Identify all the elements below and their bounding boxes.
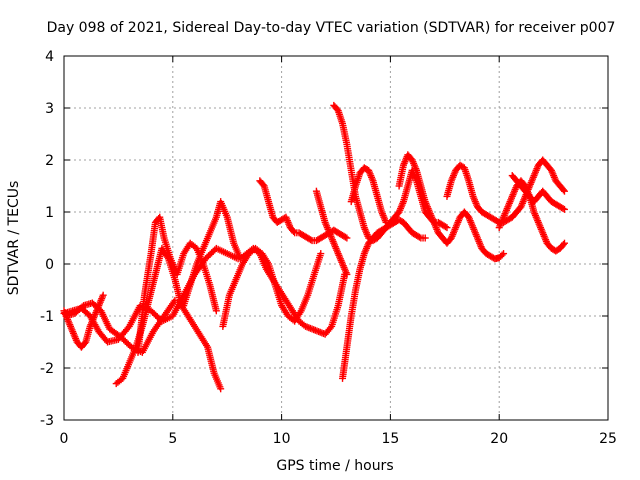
marker-track-7-7-3: [290, 228, 298, 235]
marker-track-13-26-3: [559, 186, 567, 194]
markers-layer: [60, 101, 568, 393]
ticks-layer: 0 5 10 15 20 25 -3 -2 -1 0 1 2 3 4: [40, 49, 617, 447]
marker-track-7-end: [343, 234, 351, 242]
marker-track-10-17-2: [415, 233, 423, 241]
marker-track-10-end: [421, 234, 429, 242]
marker-track-6-end: [317, 250, 325, 258]
y-tick-label-5: 2: [45, 153, 54, 169]
x-tick-label-1: 5: [168, 431, 177, 447]
marker-track-7-19-2: [341, 233, 349, 241]
y-tick-label-7: 4: [45, 49, 54, 65]
marker-track-12-end: [500, 250, 508, 258]
marker-track-16-4-3: [81, 339, 89, 347]
axes-layer: [63, 55, 609, 421]
y-tick-label-3: 0: [45, 257, 54, 273]
marker-track-12-23-2: [498, 251, 506, 259]
marker-track-15-11-2: [559, 205, 567, 213]
marker-track-5-22-4: [326, 324, 334, 332]
marker-track-7-11-2: [307, 236, 315, 244]
y-tick-label-4: 1: [45, 205, 54, 221]
x-tick-label-5: 25: [599, 431, 617, 447]
marker-track-4-end: [212, 307, 220, 315]
y-tick-label-6: 3: [45, 101, 54, 117]
y-tick-label-2: -1: [40, 309, 54, 325]
y-tick-label-0: -3: [40, 413, 54, 429]
marker-track-9-25-2: [442, 223, 450, 231]
plot-frame: [63, 55, 609, 421]
marker-track-15-end: [560, 205, 568, 213]
x-tick-label-2: 10: [273, 431, 291, 447]
marker-track-2-end: [171, 296, 179, 304]
y-tick-label-1: -2: [40, 361, 54, 377]
x-tick-label-0: 0: [60, 431, 69, 447]
marker-track-14-end: [560, 239, 568, 247]
x-tick-label-3: 15: [381, 431, 399, 447]
x-tick-label-4: 20: [490, 431, 508, 447]
marker-track-11-end: [382, 218, 390, 226]
marker-track-3-end: [217, 385, 225, 393]
marker-track-14-14-3: [559, 241, 567, 248]
marker-track-1-6-7: [124, 324, 132, 332]
marker-track-8-end: [343, 270, 351, 278]
marker-track-13-end: [560, 187, 568, 195]
marker-track-9-end: [443, 224, 451, 232]
marker-track-7-0-3: [259, 181, 267, 189]
